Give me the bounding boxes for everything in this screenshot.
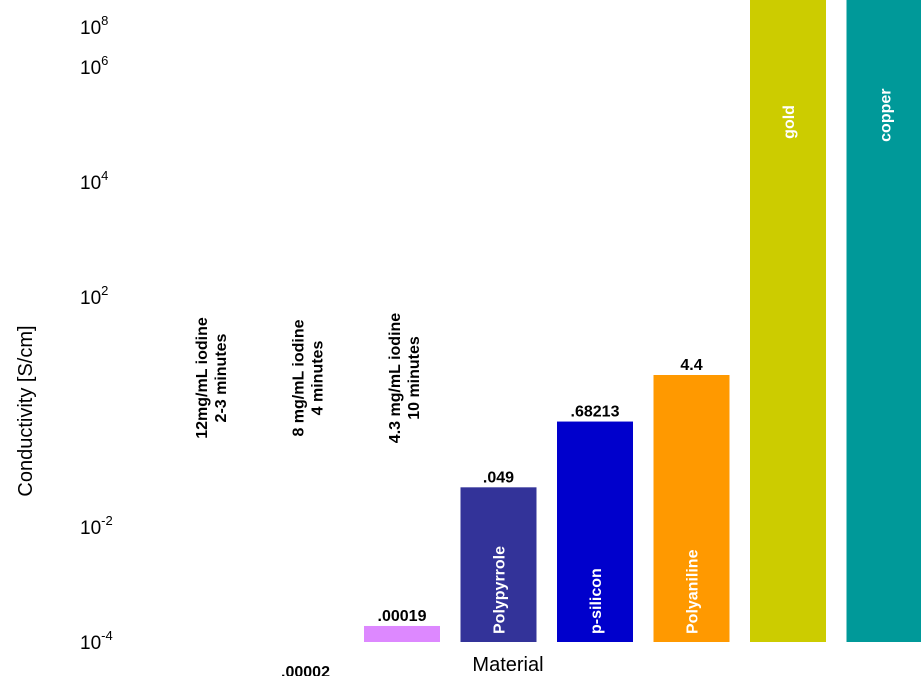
bar: [846, 0, 921, 642]
bar-value-label: .68213: [571, 404, 620, 421]
y-tick-exponent: 6: [101, 53, 108, 68]
bar-value-label: .00019: [378, 608, 427, 625]
y-tick-base: 10: [80, 173, 101, 194]
y-axis-label: Conductivity [S/cm]: [15, 325, 37, 496]
y-tick-label: 10-4: [80, 628, 113, 654]
y-tick-label: 102: [80, 283, 108, 309]
bar: [557, 421, 633, 642]
y-tick-exponent: -2: [101, 513, 113, 528]
y-tick-exponent: 2: [101, 283, 108, 298]
y-tick-label: 108: [80, 13, 108, 39]
bar-annotation: 8 mg/mL iodine 4 minutes: [291, 319, 327, 436]
bar-annotation-line: 4.3 mg/mL iodine: [387, 313, 404, 444]
bar-name-label: gold: [781, 105, 798, 139]
y-tick-label: 104: [80, 168, 108, 194]
bar-name-label: copper: [878, 89, 895, 142]
x-axis-label: Material: [472, 654, 543, 676]
bar-annotation-line: 2-3 minutes: [213, 333, 230, 422]
bar-annotation: 4.3 mg/mL iodine 10 minutes: [387, 313, 423, 444]
bar-value-label: 4.4: [680, 357, 702, 374]
bar-value-label: .00002: [281, 664, 330, 676]
bar: [750, 0, 826, 642]
y-tick-base: 10: [80, 518, 101, 539]
bar: [653, 375, 730, 642]
y-tick-label: 106: [80, 53, 108, 79]
y-tick-base: 10: [80, 18, 101, 39]
bar: [364, 625, 440, 642]
bar-name-label: Polypyrrole: [492, 546, 509, 634]
bar-annotation-line: 4 minutes: [310, 341, 327, 416]
y-tick-exponent: 8: [101, 13, 108, 28]
y-tick-base: 10: [80, 633, 101, 654]
bar: [460, 487, 537, 642]
y-tick-exponent: -4: [101, 628, 113, 643]
bar-annotation-line: 8 mg/mL iodine: [291, 319, 308, 436]
bar-annotation-line: 12mg/mL iodine: [194, 317, 211, 439]
y-tick-exponent: 4: [101, 168, 108, 183]
bar-annotation: 12mg/mL iodine 2-3 minutes: [194, 317, 230, 439]
y-tick-base: 10: [80, 58, 101, 79]
bar-name-label: Polyaniline: [685, 549, 702, 634]
y-tick-label: 10-2: [80, 513, 113, 539]
bar-name-label: p-silicon: [588, 568, 605, 634]
y-tick-base: 10: [80, 288, 101, 309]
bar-value-label: .049: [483, 469, 514, 486]
bar-annotation-line: 10 minutes: [406, 336, 423, 420]
